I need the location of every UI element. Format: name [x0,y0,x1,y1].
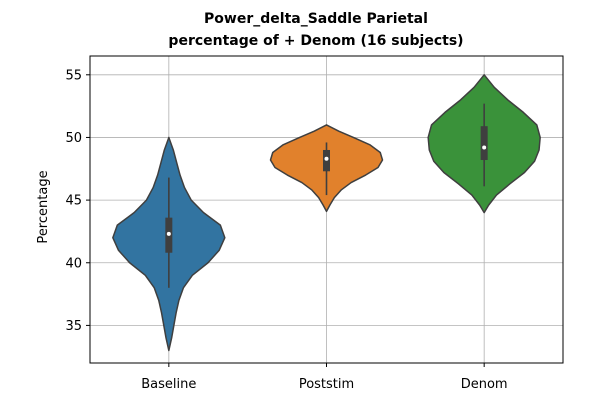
y-axis-label: Percentage [36,170,51,243]
x-tick-label: Denom [461,377,508,392]
y-tick-label: 45 [65,194,82,209]
violin-median-poststim [324,156,329,161]
y-tick-label: 35 [65,319,82,334]
violin-median-baseline [166,231,171,236]
violin-median-denom [482,145,487,150]
chart-title-line1: Power_delta_Saddle Parietal [204,11,428,27]
chart-title-line2: percentage of + Denom (16 subjects) [168,33,463,49]
x-tick-label: Poststim [299,377,354,392]
x-tick-label: Baseline [141,377,196,392]
y-tick-label: 50 [65,131,82,146]
y-tick-label: 55 [65,68,82,83]
violin-iqr-box-denom [480,126,488,161]
plot-area: 35 40 45 50 55 Baseline Poststim Denom [65,55,564,392]
y-tick-label: 40 [65,256,82,271]
